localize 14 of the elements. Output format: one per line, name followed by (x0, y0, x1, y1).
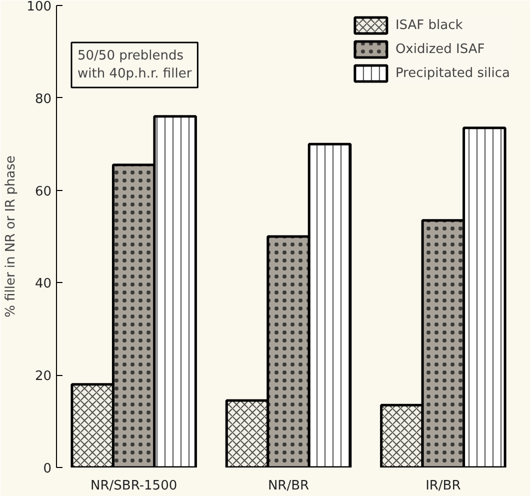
legend-label: ISAF black (395, 18, 463, 32)
annotation: 50/50 preblends with 40p.h.r. filler (78, 48, 192, 82)
y-tick-label: 100 (26, 0, 52, 14)
x-tick-label: NR/SBR-1500 (90, 478, 178, 494)
legend-label: Oxidized ISAF (395, 42, 485, 56)
x-tick-label: IR/BR (426, 478, 461, 494)
y-tick-label: 20 (34, 369, 52, 384)
legend-label: Precipitated silica (395, 66, 510, 80)
y-tick-label: 40 (34, 276, 52, 292)
y-axis-title: % filler in NR or IR phase (4, 156, 19, 318)
y-tick-label: 0 (43, 462, 52, 476)
y-tick-label: 80 (34, 92, 52, 107)
x-tick-label: NR/BR (268, 478, 310, 494)
y-tick-label: 60 (34, 184, 52, 200)
